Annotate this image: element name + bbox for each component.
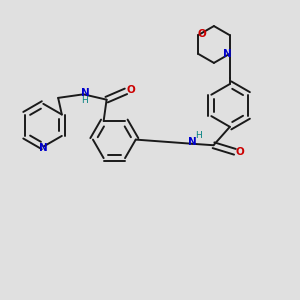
Text: O: O <box>236 147 244 157</box>
Text: O: O <box>197 29 206 39</box>
Text: N: N <box>80 88 89 98</box>
Text: H: H <box>195 131 202 140</box>
Text: N: N <box>188 137 197 147</box>
Text: N: N <box>223 49 231 59</box>
Text: O: O <box>127 85 135 95</box>
Text: N: N <box>39 143 48 153</box>
Text: H: H <box>82 96 88 105</box>
